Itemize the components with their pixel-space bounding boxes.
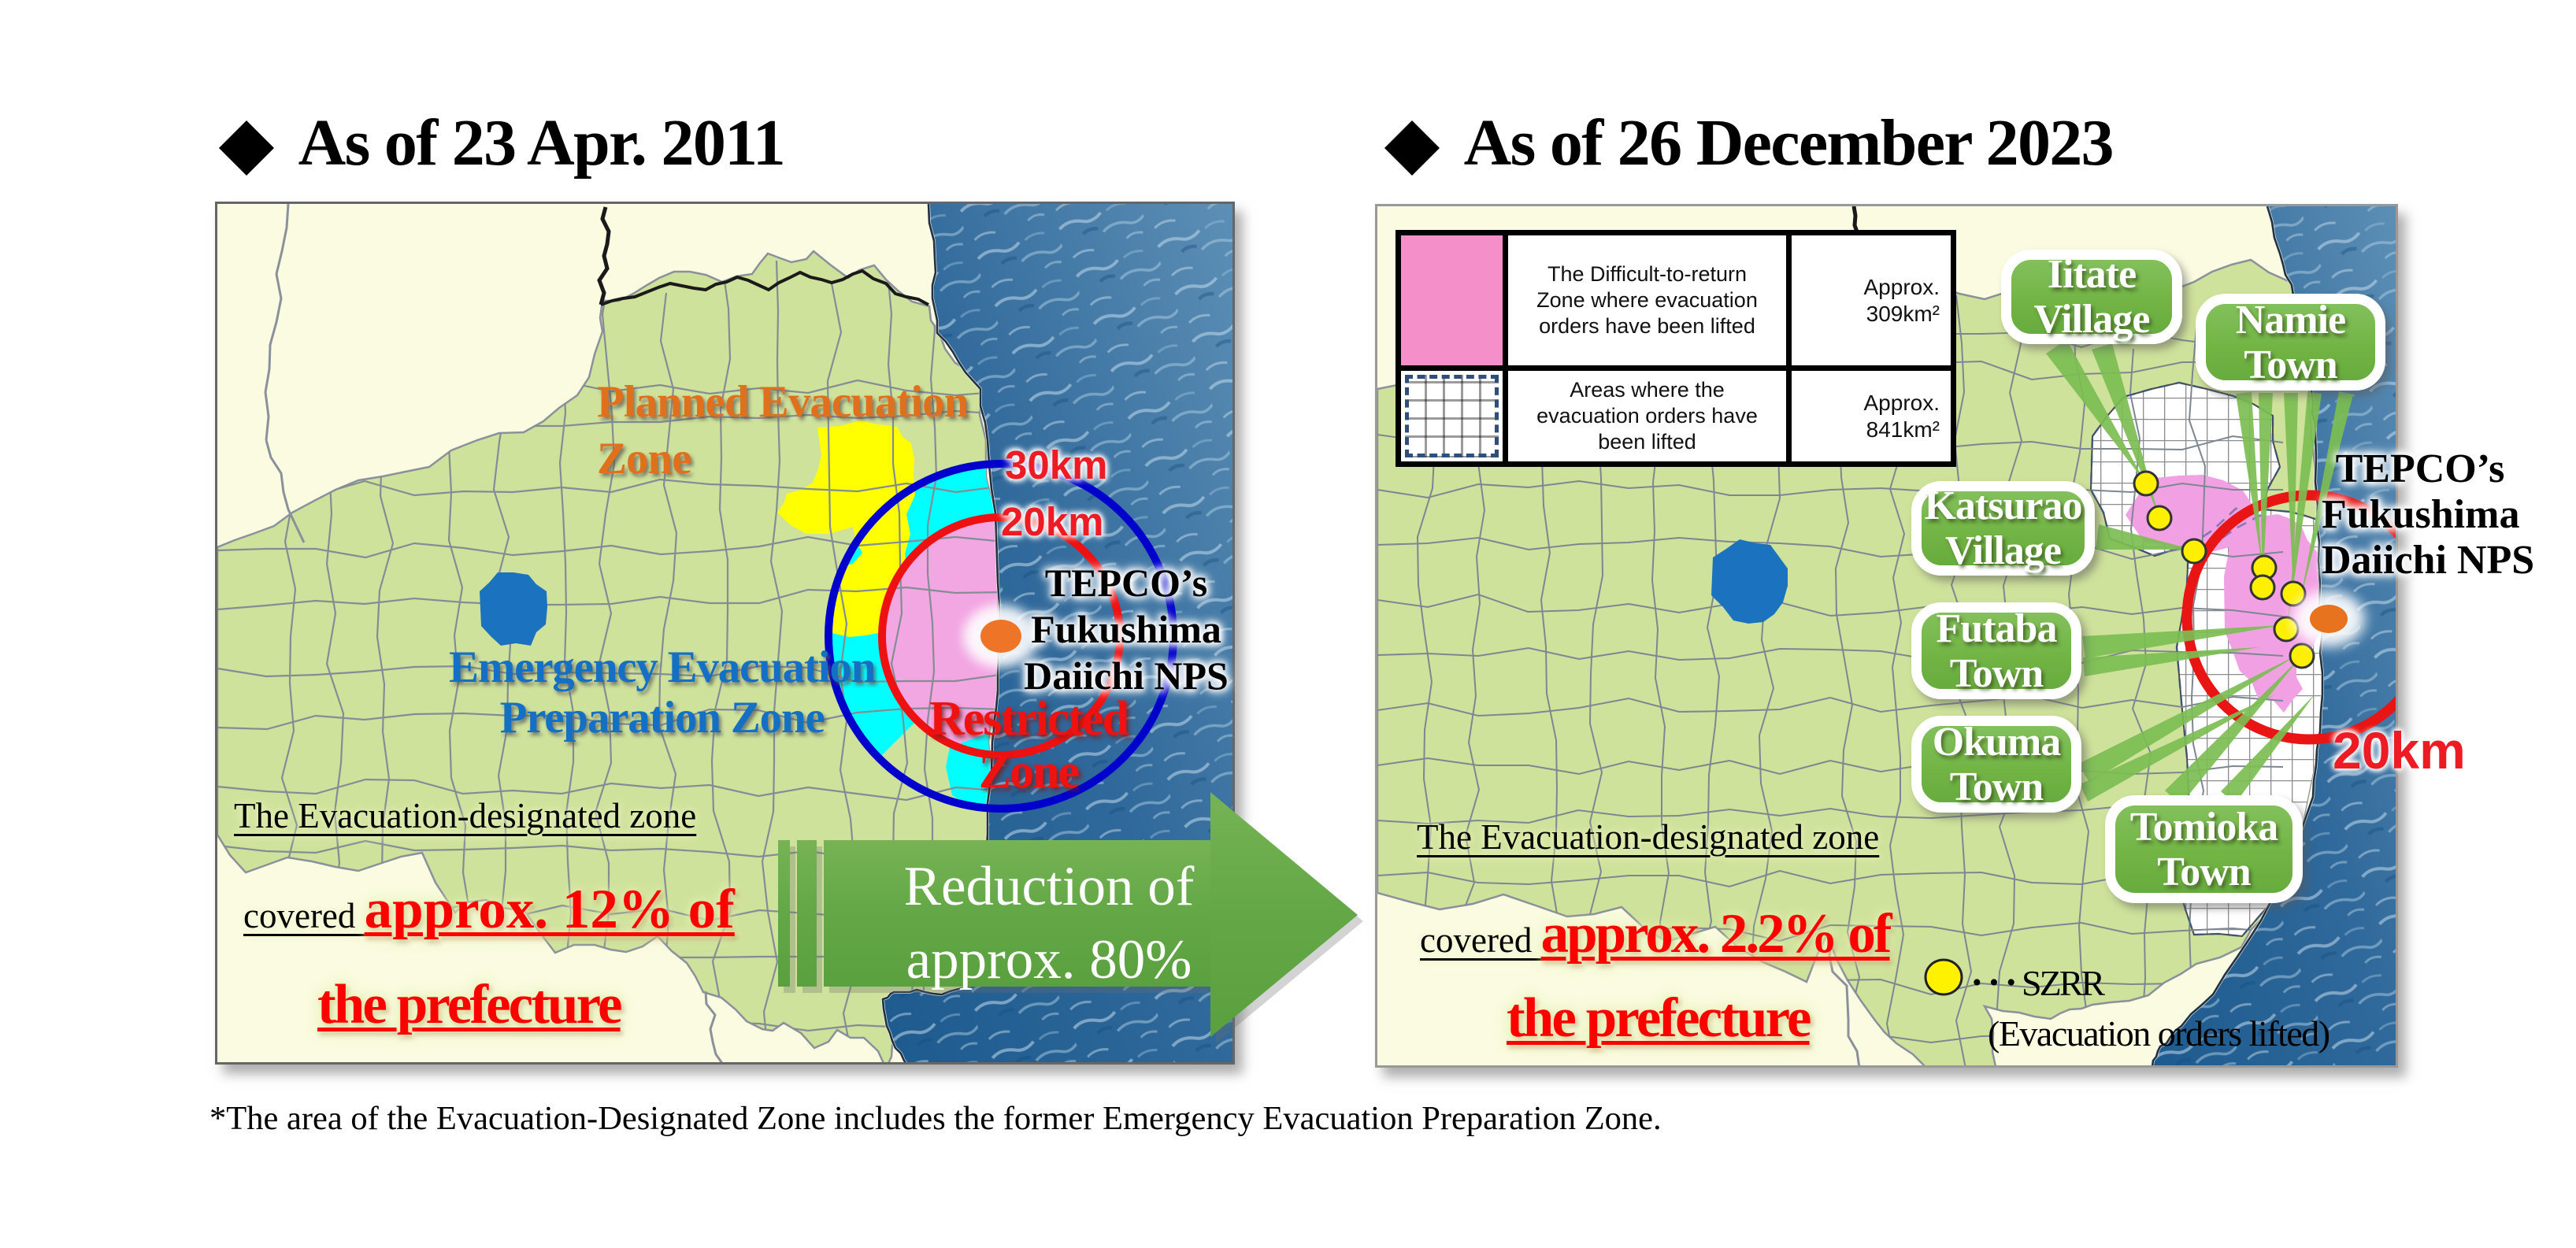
svg-text:Reduction of: Reduction of	[904, 856, 1195, 917]
svg-text:approx. 80%: approx. 80%	[906, 929, 1192, 991]
